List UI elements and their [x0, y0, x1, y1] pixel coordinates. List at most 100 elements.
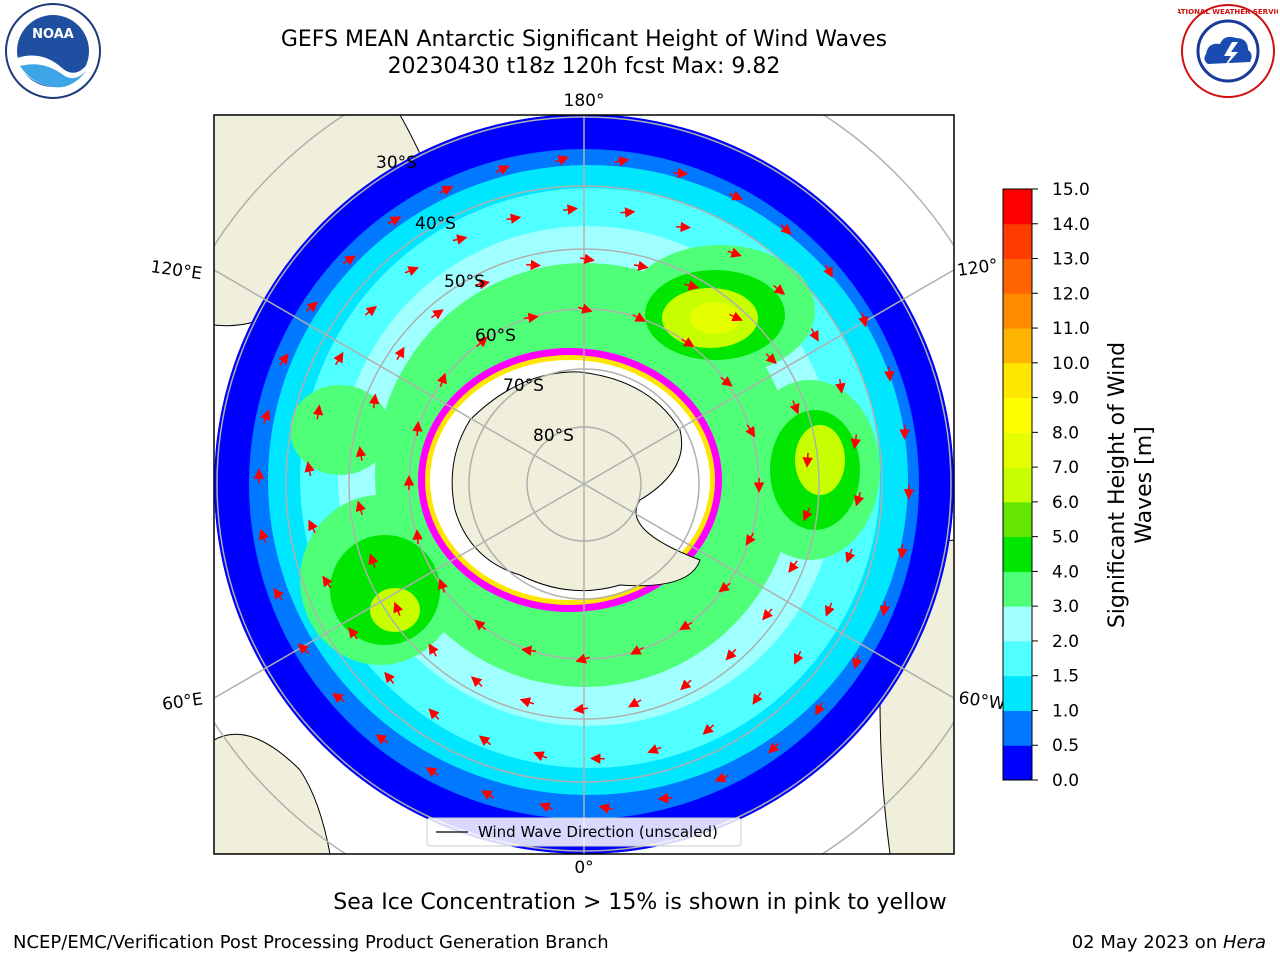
- map-title: GEFS MEAN Antarctic Significant Height o…: [280, 27, 888, 52]
- wave-direction-arrow: [539, 802, 554, 813]
- colorbar-tick-label: 12.0: [1052, 284, 1090, 304]
- wave-direction-arrow: [304, 461, 315, 477]
- lon-label-120e: 120°E: [149, 257, 203, 284]
- lat-label-30s: 30°S: [376, 153, 417, 173]
- wave-direction-arrow: [628, 697, 642, 708]
- wave-direction-arrow: [824, 602, 835, 617]
- colorbar-tick-label: 13.0: [1052, 250, 1090, 270]
- wave-direction-arrow: [676, 221, 692, 233]
- wave-direction-arrow: [412, 420, 423, 436]
- wave-direction-arrow: [727, 247, 742, 258]
- wave-direction-arrow: [772, 284, 786, 295]
- colorbar-label-line1: Significant Height of Wind: [1105, 342, 1130, 628]
- wave-direction-arrow: [573, 703, 588, 714]
- wave-direction-arrow: [470, 676, 483, 688]
- wave-direction-arrow: [332, 692, 345, 704]
- colorbar-swatch: [1003, 293, 1032, 329]
- wave-direction-arrow: [375, 734, 389, 745]
- nws-logo: NATIONAL WEATHER SERVICE: [1178, 4, 1278, 98]
- wave-direction-arrow: [620, 207, 636, 218]
- wave-direction-arrow: [368, 393, 380, 409]
- wave-direction-arrow: [728, 190, 744, 201]
- wave-direction-arrow: [368, 553, 379, 568]
- wave-direction-arrow: [384, 671, 395, 684]
- noaa-logo-text: NOAA: [32, 27, 74, 42]
- colorbar-tick-label: 11.0: [1052, 319, 1090, 339]
- antarctica-land: [451, 371, 701, 592]
- map-legend: Wind Wave Direction (unscaled): [426, 817, 742, 847]
- wave-direction-arrow: [684, 280, 700, 291]
- footer-date: 02 May 2023 on Hera: [1072, 932, 1266, 953]
- wave-direction-arrow: [506, 213, 522, 224]
- colorbar-tick-label: 15.0: [1052, 180, 1090, 200]
- wave-direction-arrow: [809, 328, 819, 342]
- colorbar-swatch: [1003, 640, 1032, 677]
- colorbar-swatch: [1003, 501, 1032, 538]
- wave-direction-arrow: [355, 445, 367, 461]
- colorbar: 0.0 0.5 1.0 1.5 2.0 3.0 4.0 5.0 6.0 7.0 8.0 9.0 10.0…: [1002, 180, 1090, 791]
- wave-direction-arrow: [554, 155, 570, 166]
- colorbar-tick-label: 14.0: [1052, 215, 1090, 235]
- colorbar-tick-label: 10.0: [1052, 354, 1090, 374]
- wave-direction-arrow: [598, 803, 614, 814]
- wave-direction-arrow: [762, 608, 773, 621]
- wave-direction-arrow: [439, 186, 454, 196]
- wave-direction-arrow: [884, 366, 895, 382]
- colorbar-swatch: [1003, 606, 1032, 642]
- colorbar-swatch: [1003, 571, 1032, 607]
- colorbar-label-line2: Waves [m]: [1132, 426, 1157, 543]
- colorbar-swatch: [1003, 223, 1032, 260]
- wave-direction-arrow: [835, 378, 846, 394]
- wave-direction-arrow: [745, 424, 756, 438]
- wave-direction-arrow: [752, 691, 763, 705]
- wave-direction-arrow: [780, 223, 792, 235]
- lat-label-80s: 80°S: [533, 426, 574, 446]
- wave-direction-arrow: [765, 353, 777, 365]
- wave-direction-arrow: [308, 519, 318, 534]
- colorbar-tick-label: 1.5: [1052, 667, 1079, 687]
- wave-direction-arrow: [333, 351, 344, 366]
- wave-direction-arrow: [718, 581, 731, 593]
- wave-direction-arrow: [630, 645, 644, 655]
- wave-direction-arrow: [480, 790, 495, 801]
- map-frame: [213, 114, 955, 855]
- lat-label-60s: 60°S: [475, 326, 516, 346]
- wave-direction-arrow: [563, 204, 579, 215]
- wave-direction-arrow: [614, 156, 630, 167]
- wave-direction-arrow: [850, 434, 861, 450]
- wave-direction-arrow: [394, 346, 405, 361]
- wave-height-field: [214, 115, 954, 854]
- colorbar-swatch: [1003, 258, 1032, 294]
- footer-date-text: 02 May 2023 on: [1071, 932, 1223, 953]
- wave-direction-arrow: [273, 587, 284, 601]
- wave-direction-arrow: [657, 792, 673, 804]
- wave-direction-arrow: [521, 645, 536, 656]
- wave-direction-arrow: [297, 643, 310, 655]
- colorbar-tick-label: 9.0: [1052, 389, 1079, 409]
- wave-direction-arrow: [278, 353, 289, 366]
- colorbar-swatch: [1003, 397, 1032, 433]
- colorbar-tick-label: 5.0: [1052, 528, 1079, 548]
- wave-direction-arrow: [679, 620, 693, 631]
- wave-direction-arrow: [519, 697, 535, 708]
- wave-direction-arrow: [258, 528, 269, 544]
- wave-direction-arrow: [647, 744, 662, 754]
- colorbar-swatch: [1003, 536, 1032, 572]
- wave-direction-arrow: [364, 305, 378, 317]
- lon-label-60w: 60°W: [957, 688, 1006, 714]
- wave-direction-arrow: [789, 400, 800, 415]
- wave-direction-arrow: [852, 654, 863, 670]
- wave-direction-arrow: [767, 742, 780, 754]
- wave-direction-arrow: [854, 491, 865, 507]
- wave-direction-arrow: [802, 452, 813, 468]
- wave-direction-arrow: [673, 167, 689, 179]
- wave-direction-arrow: [793, 650, 804, 665]
- wave-direction-arrow: [533, 751, 548, 762]
- wave-direction-arrow: [845, 548, 856, 564]
- wave-direction-arrow: [475, 278, 491, 290]
- wave-direction-arrow: [633, 260, 649, 271]
- wave-direction-arrow: [474, 619, 487, 631]
- lon-label-180: 180°: [564, 91, 605, 111]
- wave-direction-arrow: [725, 648, 737, 661]
- colorbar-swatch: [1003, 710, 1032, 746]
